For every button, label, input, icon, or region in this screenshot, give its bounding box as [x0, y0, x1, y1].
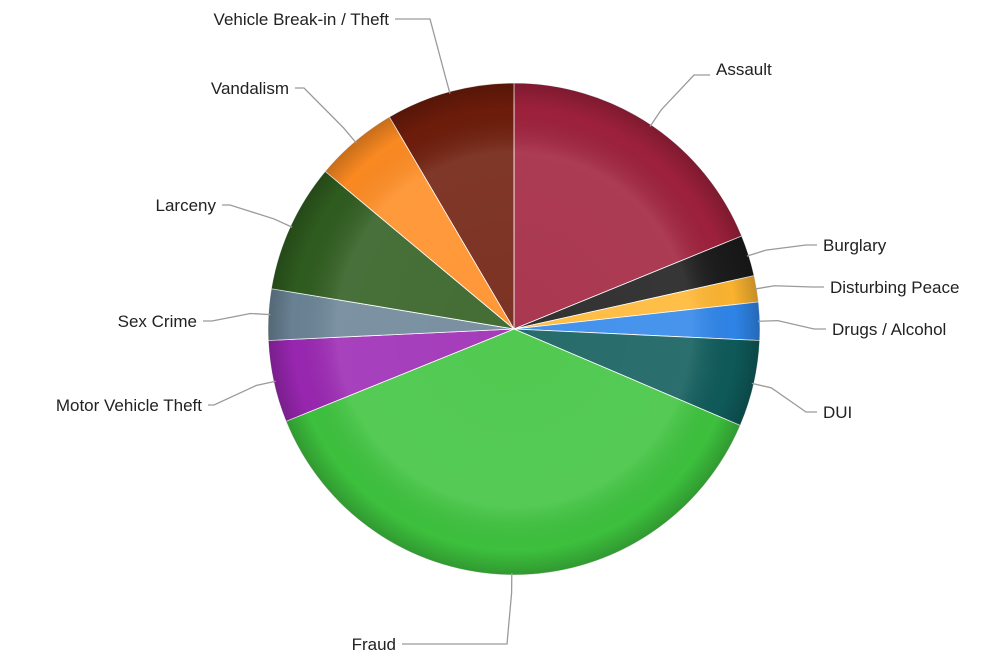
slice-label-drugs-alcohol: Drugs / Alcohol — [832, 320, 946, 339]
slice-labels: Assault Burglary Disturbing Peace Drugs / A… — [56, 10, 960, 654]
slice-label-sex-crime: Sex Crime — [118, 312, 197, 331]
connector-fraud — [402, 572, 513, 645]
slice-label-vehicle-break-in-theft: Vehicle Break-in / Theft — [214, 10, 390, 29]
connector-assault — [649, 74, 710, 127]
slice-label-disturbing-peace: Disturbing Peace — [830, 278, 959, 297]
connector-vandalism — [295, 87, 357, 144]
connector-sex-crime — [203, 312, 271, 322]
label-connectors — [203, 18, 826, 645]
connector-disturbing-peace — [754, 285, 824, 290]
pie-slices — [267, 82, 761, 576]
slice-label-larceny: Larceny — [156, 196, 217, 215]
connector-vehicle-break-in-theft — [395, 18, 451, 94]
slice-label-dui: DUI — [823, 403, 852, 422]
connector-drugs-alcohol — [757, 319, 826, 330]
slice-label-assault: Assault — [716, 60, 772, 79]
slice-label-fraud: Fraud — [352, 635, 396, 654]
slice-label-burglary: Burglary — [823, 236, 887, 255]
connector-burglary — [746, 244, 817, 257]
slice-label-motor-vehicle-theft: Motor Vehicle Theft — [56, 396, 202, 415]
connector-dui — [751, 382, 817, 413]
slice-label-vandalism: Vandalism — [211, 79, 289, 98]
connector-larceny — [222, 204, 293, 228]
connector-motor-vehicle-theft — [208, 380, 276, 406]
